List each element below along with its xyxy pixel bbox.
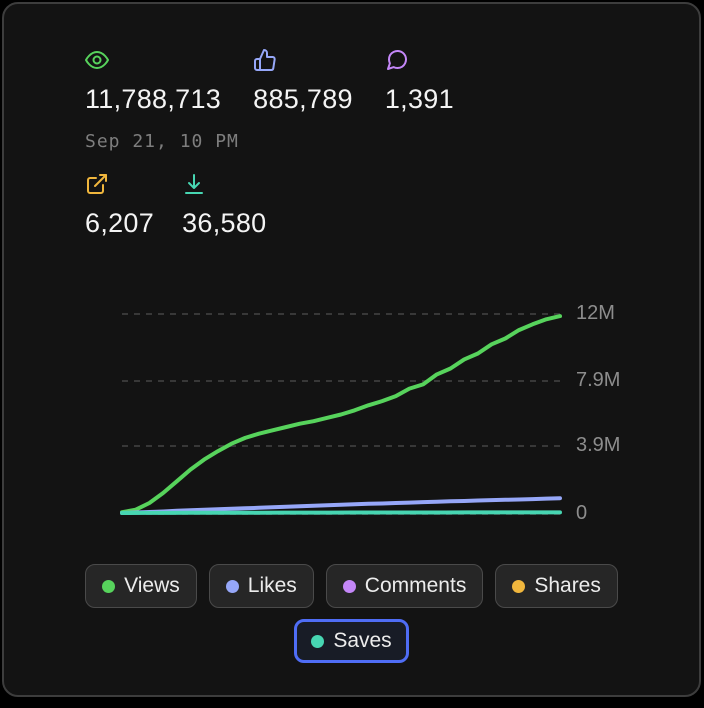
- shares-dot: [512, 579, 526, 593]
- external-link-icon: [87, 174, 107, 194]
- legend-row-1: Views Likes Comments Shares: [4, 564, 699, 608]
- saves-value: 36,580: [182, 208, 267, 238]
- comments-dot: [342, 579, 356, 593]
- stat-views: 11,788,713: [85, 48, 221, 115]
- stat-comments: 1,391: [385, 48, 454, 115]
- legend-label: Comments: [364, 574, 467, 597]
- series-line-likes: [120, 496, 562, 515]
- likes-dot: [225, 579, 239, 593]
- comment-bubble-icon: [386, 49, 407, 70]
- legend-label: Likes: [247, 574, 297, 597]
- legend-button-shares[interactable]: Shares: [495, 564, 618, 608]
- stat-saves: 36,580: [182, 172, 266, 239]
- stat-shares: 6,207: [85, 172, 154, 239]
- legend-button-views[interactable]: Views: [85, 564, 197, 608]
- comments-value: 1,391: [384, 84, 454, 114]
- stats-row-1: 11,788,713 885,789 1,391: [85, 48, 454, 115]
- saves-dot: [311, 634, 325, 648]
- legend-button-likes[interactable]: Likes: [208, 564, 314, 608]
- legend-button-saves[interactable]: Saves: [294, 619, 409, 663]
- analytics-card: 11,788,713 885,789 1,391 Sep 21, 10 PM: [2, 2, 701, 697]
- gridline: [122, 380, 562, 382]
- y-axis-label: 0: [576, 502, 588, 524]
- stat-likes: 885,789: [253, 48, 353, 115]
- views-dot: [102, 579, 116, 593]
- series-line-views: [120, 314, 562, 515]
- y-axis-label: 7.9M: [576, 369, 621, 391]
- thumbs-up-icon: [254, 49, 276, 71]
- shares-value: 6,207: [85, 208, 155, 238]
- legend-label: Saves: [333, 629, 392, 652]
- legend-button-comments[interactable]: Comments: [325, 564, 484, 608]
- series-line-saves: [120, 510, 562, 515]
- eye-icon: [85, 51, 109, 69]
- views-value: 11,788,713: [85, 84, 222, 114]
- y-axis-label: 12M: [576, 302, 615, 324]
- gridline: [122, 313, 562, 315]
- download-icon: [185, 174, 204, 194]
- gridline: [122, 445, 562, 447]
- y-axis-label: 3.9M: [576, 434, 621, 456]
- stats-panel: 11,788,713 885,789 1,391 Sep 21, 10 PM: [85, 48, 454, 239]
- legend-label: Shares: [534, 574, 601, 597]
- legend-row-2: Saves: [4, 619, 699, 663]
- stats-row-2: 6,207 36,580: [85, 172, 454, 239]
- timestamp: Sep 21, 10 PM: [85, 131, 239, 152]
- likes-value: 885,789: [253, 84, 353, 114]
- chart-svg: [120, 314, 562, 515]
- legend-label: Views: [124, 574, 180, 597]
